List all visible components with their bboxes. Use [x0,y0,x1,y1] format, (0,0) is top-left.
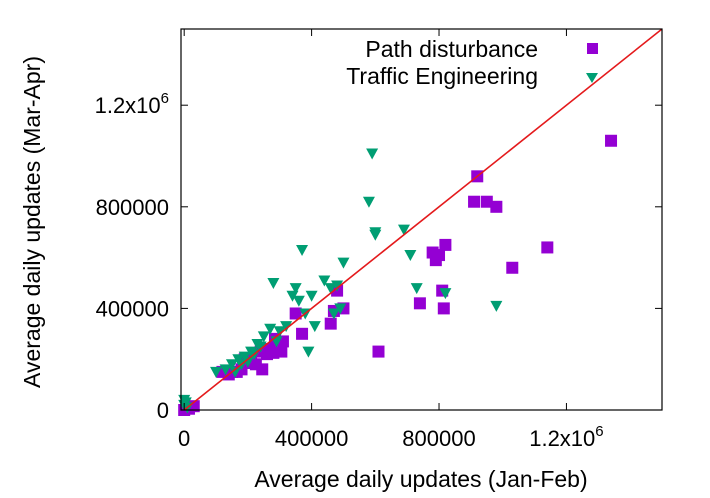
point-traffic-engineering [210,366,223,378]
y-tick-label: 1.2x106 [95,90,169,118]
point-traffic-engineering [308,321,321,333]
y-axis-label: Average daily updates (Mar-Apr) [19,56,45,388]
point-traffic-engineering [273,326,286,338]
point-traffic-engineering [254,341,267,353]
point-traffic-engineering [490,300,503,312]
point-path-disturbance [296,327,309,340]
point-traffic-engineering [324,283,337,295]
point-traffic-engineering [241,356,254,368]
legend-marker-square [587,43,598,54]
point-path-disturbance [249,358,262,371]
point-traffic-engineering [337,257,350,269]
point-traffic-engineering [305,290,318,302]
legend-label-path-disturbance: Path disturbance [365,36,538,62]
point-traffic-engineering [280,321,293,333]
legend: Path disturbance Traffic Engineering [346,36,598,89]
point-traffic-engineering [331,280,344,292]
point-path-disturbance [433,249,446,262]
y-axis: 0 400000 800000 1.2x106 [95,90,662,423]
point-traffic-engineering [257,331,270,343]
point-path-disturbance [506,261,519,274]
point-traffic-engineering [318,275,331,287]
point-path-disturbance [541,241,554,254]
point-path-disturbance [324,317,337,330]
x-tick-label: 0 [178,426,190,451]
point-traffic-engineering [225,359,238,371]
point-path-disturbance [439,238,452,251]
point-path-disturbance [468,195,481,208]
point-path-disturbance [605,134,618,147]
point-traffic-engineering [397,224,410,236]
point-traffic-engineering [302,346,315,358]
x-tick-label: 400000 [275,426,348,451]
point-path-disturbance [275,345,288,358]
point-traffic-engineering [369,229,382,241]
legend-marker-triangle [586,73,598,83]
point-traffic-engineering [289,283,302,295]
y-tick-label: 0 [157,398,169,423]
point-traffic-engineering [410,283,423,295]
point-traffic-engineering [267,278,280,289]
legend-label-traffic-engineering: Traffic Engineering [346,63,538,89]
y-tick-label: 800000 [96,195,169,220]
reference-diagonal-line [183,28,663,411]
point-traffic-engineering [292,295,305,307]
x-tick-label: 800000 [402,426,475,451]
plot-frame [180,28,663,411]
x-axis: 0 400000 800000 1.2x106 [178,29,604,451]
point-traffic-engineering [366,148,379,160]
point-traffic-engineering [439,288,452,300]
point-traffic-engineering [404,250,417,262]
point-traffic-engineering [296,244,309,256]
point-traffic-engineering [219,364,232,376]
x-tick-label: 1.2x106 [529,423,603,451]
point-traffic-engineering [327,308,340,320]
x-axis-label: Average daily updates (Jan-Feb) [254,466,587,492]
point-path-disturbance [372,345,385,358]
point-path-disturbance [480,195,493,208]
point-path-disturbance [256,363,269,376]
point-traffic-engineering [362,196,375,208]
point-path-disturbance [490,200,503,213]
point-path-disturbance [413,297,426,310]
point-traffic-engineering [334,303,347,315]
point-traffic-engineering [229,366,242,378]
point-traffic-engineering [264,323,277,335]
point-path-disturbance [289,307,302,320]
y-tick-label: 400000 [96,296,169,321]
point-path-disturbance [437,302,450,315]
